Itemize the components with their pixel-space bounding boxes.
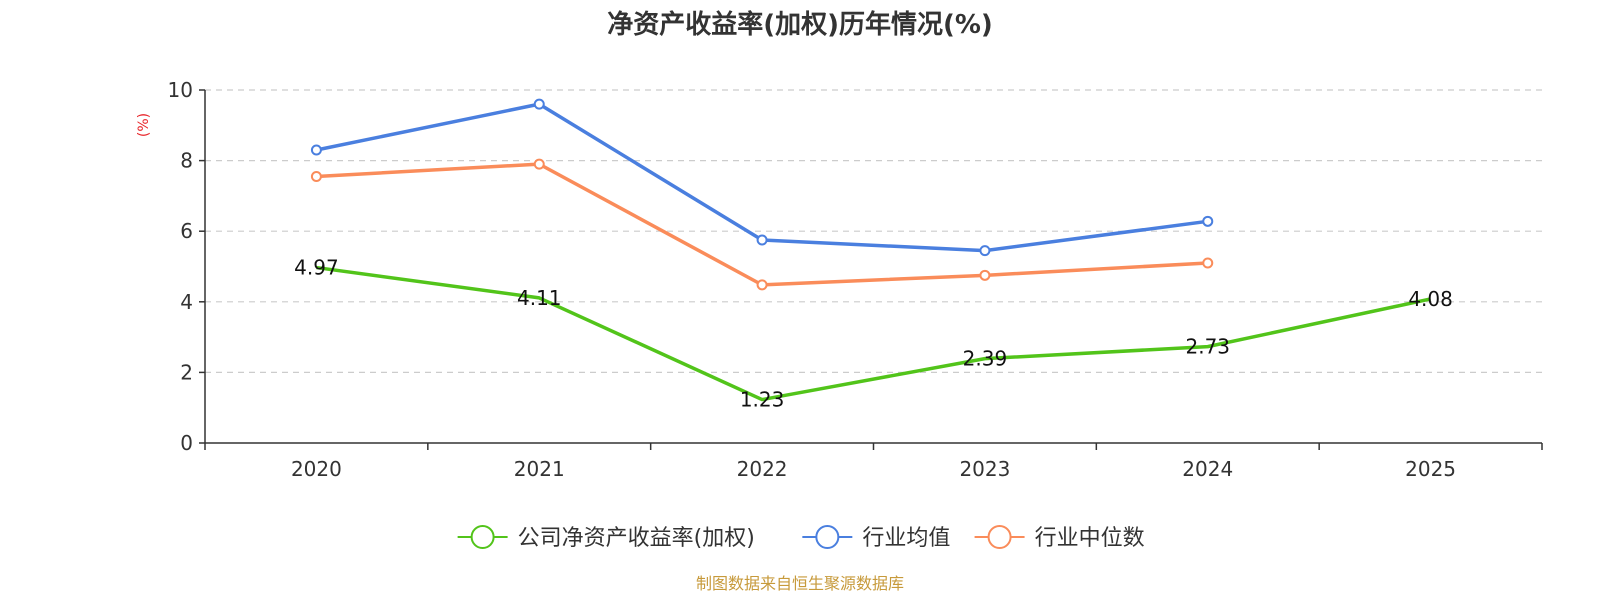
series-point-1[interactable] — [533, 98, 545, 110]
series-line-1 — [316, 102, 1208, 253]
data-label: 4.11 — [517, 286, 562, 310]
x-tick-label: 2023 — [959, 457, 1010, 481]
data-label: 1.23 — [740, 388, 785, 412]
series-point-2[interactable] — [310, 170, 322, 182]
legend-label: 行业中位数 — [1035, 526, 1145, 551]
y-axis-label: (%) — [136, 113, 152, 137]
y-tick-label: 10 — [168, 78, 193, 102]
legend-circle-icon — [470, 525, 495, 549]
source-note: 制图数据来自恒生聚源数据库 — [696, 574, 904, 593]
legend-label: 行业均值 — [862, 526, 950, 551]
series-point-1[interactable] — [310, 144, 322, 156]
data-label: 2.73 — [1185, 335, 1230, 359]
series-line-2 — [316, 162, 1208, 287]
x-tick-label: 2022 — [737, 457, 788, 481]
legend-item-2[interactable]: 行业中位数 — [974, 525, 1145, 551]
series-point-2[interactable] — [756, 279, 768, 291]
x-tick-label: 2024 — [1182, 457, 1233, 481]
grid-lines — [205, 89, 1542, 373]
axes: 0 2 4 6 8 10 2020 2021 2022 2023 2024 2025 — [168, 78, 1543, 481]
x-tick-label: 2020 — [291, 457, 342, 481]
series-point-2[interactable] — [1202, 257, 1214, 269]
y-tick-label: 6 — [180, 219, 193, 243]
series-group — [310, 98, 1431, 402]
series-point-1[interactable] — [756, 234, 768, 246]
x-tick-label: 2021 — [514, 457, 565, 481]
legend-label: 公司净资产收益率(加权) — [518, 526, 755, 551]
legend[interactable]: 公司净资产收益率(加权) 行业均值 行业中位数 — [457, 525, 1145, 551]
series-point-2[interactable] — [979, 269, 991, 281]
y-tick-label: 2 — [180, 360, 193, 384]
series-point-2[interactable] — [533, 158, 545, 170]
series-point-1[interactable] — [979, 245, 991, 257]
legend-item-1[interactable]: 行业均值 — [802, 525, 950, 551]
legend-item-0[interactable]: 公司净资产收益率(加权) — [457, 525, 755, 551]
data-label: 2.39 — [963, 347, 1008, 371]
legend-circle-icon — [815, 525, 840, 549]
y-tick-label: 0 — [180, 431, 193, 455]
chart-title: 净资产收益率(加权)历年情况(%) — [607, 9, 993, 40]
y-tick-label: 8 — [180, 149, 193, 173]
series-line-0 — [316, 265, 1431, 402]
data-labels: 4.97 4.11 1.23 2.39 2.73 4.08 — [294, 256, 1453, 412]
data-label: 4.08 — [1408, 287, 1453, 311]
data-label: 4.97 — [294, 256, 339, 280]
legend-circle-icon — [987, 525, 1012, 549]
y-tick-label: 4 — [180, 290, 193, 314]
series-point-1[interactable] — [1202, 215, 1214, 227]
x-tick-label: 2025 — [1405, 457, 1456, 481]
